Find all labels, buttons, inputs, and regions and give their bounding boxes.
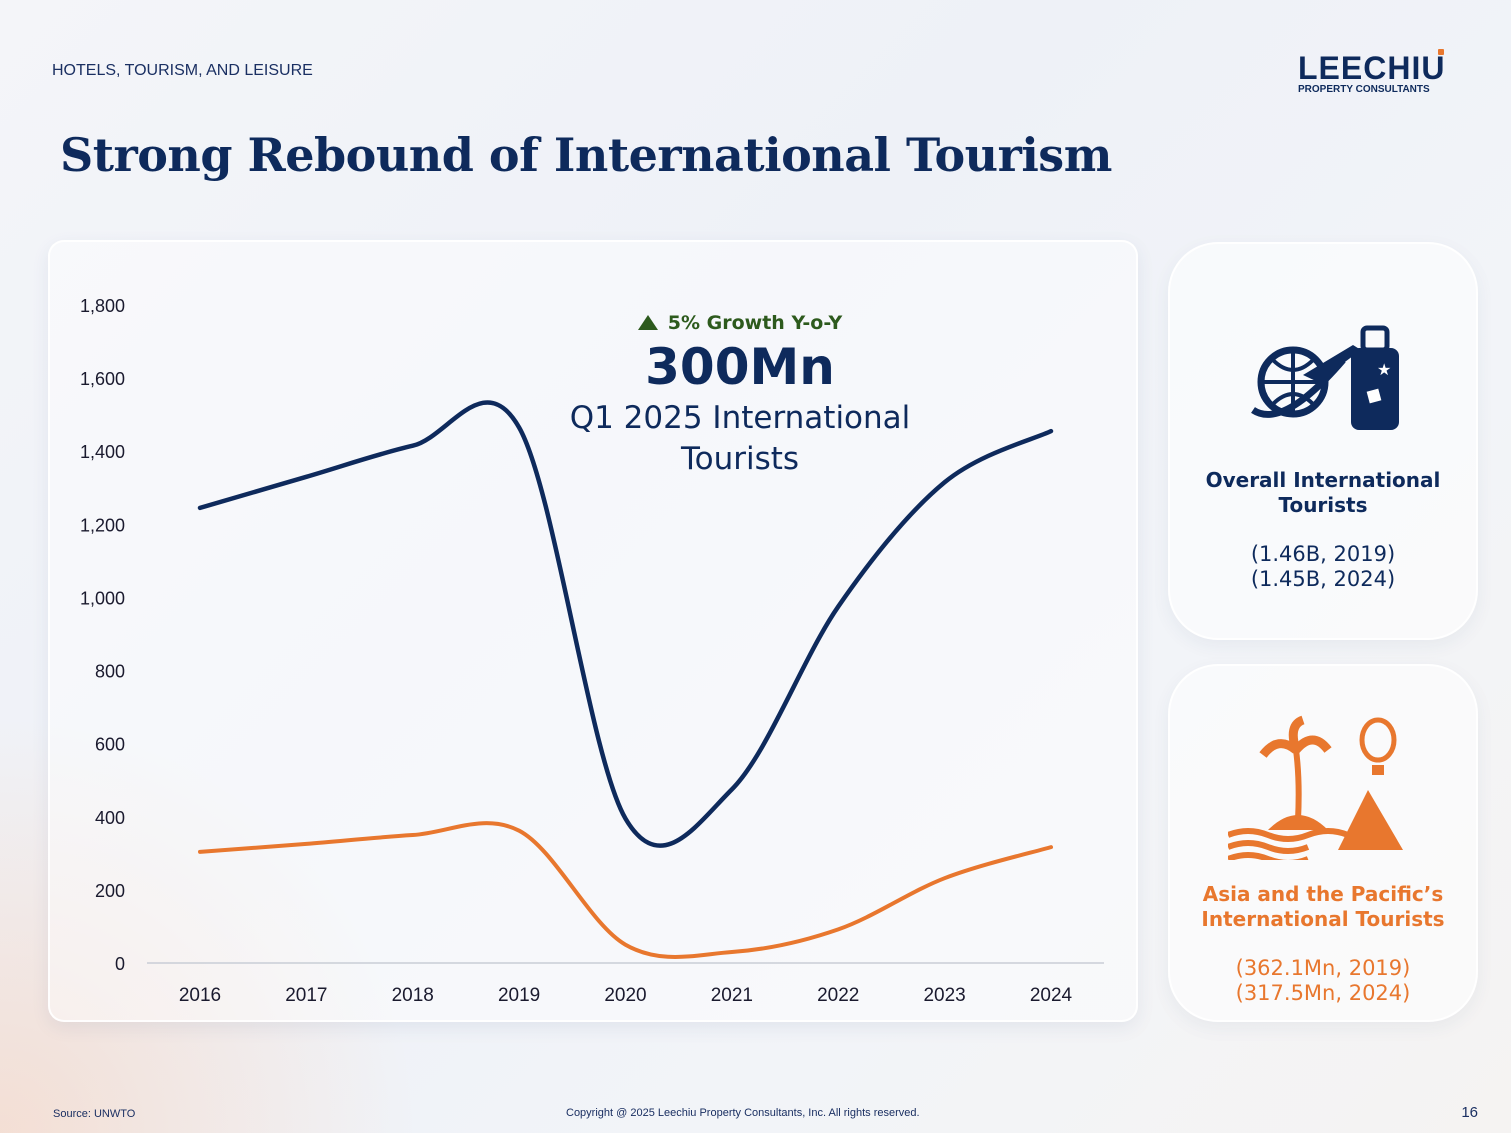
y-tick-label: 1,200 (80, 515, 125, 535)
logo-main: LEECHIU (1298, 50, 1446, 86)
up-triangle-icon (637, 315, 658, 330)
x-tick-label: 2024 (1030, 985, 1073, 1006)
y-tick-label: 1,800 (80, 296, 125, 316)
card-title-2: Tourists (1278, 493, 1368, 517)
card-value-2019: (1.46B, 2019) (1250, 542, 1396, 566)
source-note: Source: UNWTO (53, 1108, 136, 1120)
card-title-1: Asia and the Pacific’s (1202, 882, 1444, 906)
line-chart: 0 200 400 600 800 1,000 1,200 1,400 1,600 1,800 20… (80, 296, 1104, 1006)
overall-tourists-card: ★ Overall International Tourists (1.46B,… (1168, 242, 1478, 640)
card-title-2: International Tourists (1201, 907, 1445, 931)
callout-value: 300Mn (645, 338, 835, 396)
x-tick-label: 2022 (817, 985, 859, 1006)
svg-text:★: ★ (1377, 360, 1391, 379)
x-tick-label: 2017 (285, 985, 327, 1006)
q1-callout: 5% Growth Y-o-Y 300Mn Q1 2025 Internatio… (560, 312, 920, 478)
copyright: Copyright @ 2025 Leechiu Property Consul… (566, 1107, 920, 1119)
x-tick-label: 2020 (604, 985, 646, 1006)
background-glow (0, 683, 450, 1133)
y-tick-label: 0 (115, 954, 125, 974)
y-tick-label: 800 (95, 662, 125, 682)
page-number: 16 (1461, 1104, 1478, 1121)
logo-dot (1438, 49, 1444, 55)
leechiu-logo: LEECHIU PROPERTY CONSULTANTS (1298, 49, 1458, 95)
x-tick-label: 2018 (392, 985, 434, 1006)
card-title-1: Overall International (1205, 468, 1441, 492)
growth-text: 5% Growth Y-o-Y (667, 312, 843, 334)
growth-badge: 5% Growth Y-o-Y (560, 312, 920, 334)
callout-label-1: Q1 2025 International (569, 400, 911, 436)
series-line-asia-pacific (198, 821, 1053, 959)
y-tick-label: 1,400 (80, 442, 125, 462)
chart-panel (48, 240, 1138, 1022)
card-value-2024: (317.5Mn, 2024) (1235, 981, 1411, 1005)
island-palm-balloon-icon (1226, 715, 1403, 866)
globe-plane-luggage-icon: ★ (1251, 325, 1399, 430)
x-tick-label: 2021 (711, 985, 753, 1006)
x-tick-label: 2016 (179, 985, 221, 1006)
asia-pacific-card: Asia and the Pacific’s International Tou… (1168, 664, 1478, 1022)
y-tick-label: 400 (95, 808, 125, 828)
y-tick-label: 1,600 (80, 369, 125, 389)
sector-label: HOTELS, TOURISM, AND LEISURE (52, 62, 313, 79)
y-tick-label: 1,000 (80, 588, 125, 608)
card-value-2019: (362.1Mn, 2019) (1235, 956, 1411, 980)
card-value-2024: (1.45B, 2024) (1250, 567, 1396, 591)
page-title: Strong Rebound of International Tourism (60, 128, 1112, 182)
x-tick-label: 2019 (498, 985, 540, 1006)
series-line-overall (197, 400, 1054, 848)
y-tick-label: 200 (95, 881, 125, 901)
y-tick-label: 600 (95, 735, 125, 755)
x-tick-label: 2023 (923, 985, 965, 1006)
logo-sub: PROPERTY CONSULTANTS (1298, 84, 1430, 95)
callout-label-2: Tourists (680, 441, 800, 477)
